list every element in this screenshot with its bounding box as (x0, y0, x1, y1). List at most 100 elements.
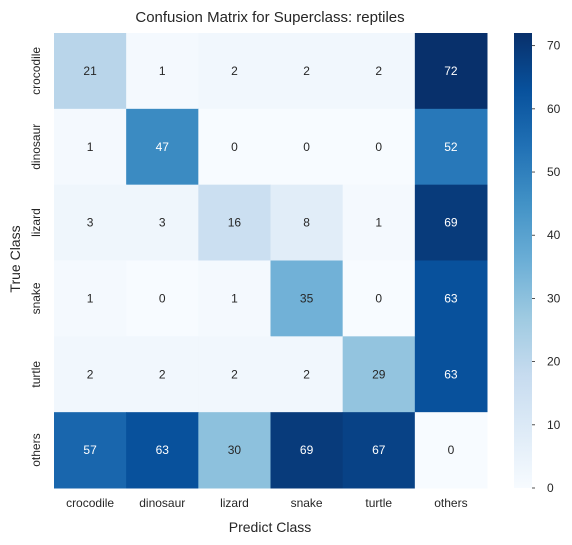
y-tick-label: snake (29, 282, 43, 314)
cell-value-label: 69 (300, 443, 314, 457)
y-axis-label: True Class (7, 225, 23, 292)
y-tick-label: lizard (29, 208, 43, 237)
cell-value-label: 1 (375, 216, 382, 230)
heatmap-cell (342, 108, 416, 186)
heatmap-cell (414, 260, 488, 337)
heatmap-cell (54, 184, 127, 261)
y-tick-label: turtle (29, 361, 43, 388)
cell-value-label: 63 (444, 291, 458, 305)
colorbar-tick-label: 40 (547, 228, 561, 242)
cell-value-label: 30 (228, 443, 242, 457)
heatmap-cell (342, 184, 416, 261)
cell-value-label: 35 (300, 291, 314, 305)
colorbar-tick-label: 0 (547, 481, 554, 495)
x-tick-label: crocodile (66, 496, 114, 510)
heatmap-cell (198, 33, 271, 110)
heatmap-cell (126, 412, 199, 489)
cell-value-label: 2 (303, 367, 310, 381)
heatmap-cell (126, 33, 199, 110)
y-tick-label: dinosaur (29, 124, 43, 170)
cell-value-label: 1 (159, 64, 166, 78)
x-tick-labels: crocodile dinosaur lizard snake turtle others (66, 496, 468, 510)
cell-value-label: 67 (372, 443, 386, 457)
cell-value-label: 2 (159, 367, 166, 381)
y-tick-labels: crocodile dinosaur lizard snake turtle others (29, 47, 43, 467)
colorbar-ticks: 0 10 20 30 40 50 60 70 (532, 39, 561, 495)
x-tick-label: others (434, 496, 467, 510)
cell-value-label: 1 (87, 140, 94, 154)
colorbar-tick-label: 30 (547, 291, 561, 305)
cell-value-label: 63 (444, 367, 458, 381)
colorbar-tick-label: 10 (547, 418, 561, 432)
cell-value-label: 0 (448, 443, 455, 457)
heatmap-cell (126, 108, 199, 186)
cell-value-label: 2 (303, 64, 310, 78)
cell-value-label: 2 (375, 64, 382, 78)
cell-value-label: 2 (231, 367, 238, 381)
heatmap-cells: 21 1 2 2 2 72 1 47 0 0 0 52 3 3 16 8 1 69 1 0 1 35 0 63 2 2 2 2 29 63… (54, 33, 488, 489)
heatmap-cell (270, 412, 344, 489)
x-tick-label: snake (291, 496, 323, 510)
colorbar-tick-label: 60 (547, 102, 561, 116)
heatmap-cell (270, 184, 344, 261)
heatmap-cell (414, 336, 488, 413)
cell-value-label: 0 (231, 140, 238, 154)
cell-value-label: 0 (159, 291, 166, 305)
heatmap-cell (198, 108, 271, 186)
heatmap-cell (342, 412, 416, 489)
cell-value-label: 0 (375, 140, 382, 154)
heatmap-cell (198, 260, 271, 337)
cell-value-label: 0 (375, 291, 382, 305)
colorbar-tick-label: 70 (547, 39, 561, 53)
heatmap-cell (54, 412, 127, 489)
cell-value-label: 63 (156, 443, 170, 457)
cell-value-label: 8 (303, 216, 310, 230)
heatmap-cell (414, 184, 488, 261)
cell-value-label: 57 (83, 443, 97, 457)
cell-value-label: 1 (87, 291, 94, 305)
cell-value-label: 52 (444, 140, 458, 154)
x-tick-label: lizard (220, 496, 249, 510)
heatmap-cell (54, 33, 127, 110)
y-tick-label: crocodile (29, 47, 43, 95)
heatmap-cell (270, 336, 344, 413)
heatmap-cell (414, 412, 488, 489)
heatmap-cell (54, 260, 127, 337)
cell-value-label: 2 (87, 367, 94, 381)
heatmap-cell (126, 184, 199, 261)
heatmap-cell (198, 184, 271, 261)
cell-value-label: 69 (444, 216, 458, 230)
cell-value-label: 21 (83, 64, 97, 78)
x-axis-label: Predict Class (229, 519, 311, 535)
heatmap-cell (414, 33, 488, 110)
cell-value-label: 3 (159, 216, 166, 230)
heatmap-cell (342, 33, 416, 110)
heatmap-cell (126, 336, 199, 413)
cell-value-label: 47 (156, 140, 170, 154)
heatmap-cell (54, 108, 127, 186)
cell-value-label: 3 (87, 216, 94, 230)
heatmap-cell (54, 336, 127, 413)
heatmap-cell (126, 260, 199, 337)
heatmap-cell (342, 260, 416, 337)
x-tick-label: turtle (365, 496, 392, 510)
y-tick-label: others (29, 433, 43, 466)
heatmap-cell (270, 108, 344, 186)
colorbar-tick-label: 20 (547, 355, 561, 369)
heatmap-cell (198, 336, 271, 413)
heatmap-cell (414, 108, 488, 186)
cell-value-label: 1 (231, 291, 238, 305)
heatmap-cell (270, 33, 344, 110)
cell-value-label: 29 (372, 367, 386, 381)
cell-value-label: 0 (303, 140, 310, 154)
heatmap-cell (270, 260, 344, 337)
colorbar-tick-label: 50 (547, 165, 561, 179)
chart-title: Confusion Matrix for Superclass: reptile… (135, 9, 404, 26)
colorbar (514, 33, 532, 488)
cell-value-label: 72 (444, 64, 458, 78)
heatmap-cell (198, 412, 271, 489)
x-tick-label: dinosaur (139, 496, 185, 510)
cell-value-label: 2 (231, 64, 238, 78)
cell-value-label: 16 (228, 216, 242, 230)
